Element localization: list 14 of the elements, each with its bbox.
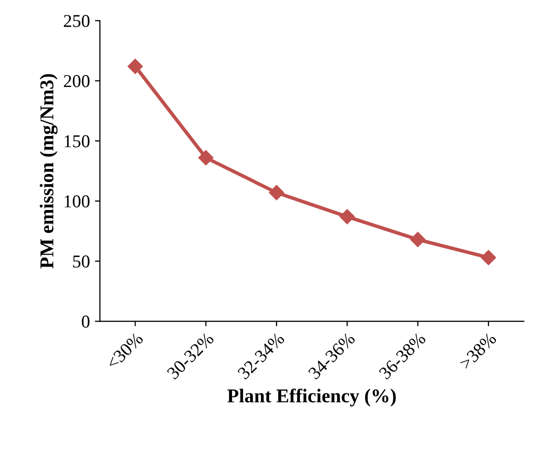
point (128, 58, 143, 74)
y-tick-label: 200 (64, 75, 90, 88)
point (480, 250, 496, 266)
y-tick-label: 150 (64, 135, 90, 148)
y-axis-title: PM emission (mg/Nm3) (40, 74, 58, 268)
y-tick-label: 100 (64, 195, 90, 208)
point (340, 209, 355, 224)
x-axis-title: Plant Efficiency (%) (227, 388, 396, 406)
point (198, 150, 214, 166)
point (268, 185, 284, 200)
y-tick-label: 50 (73, 255, 90, 268)
point (410, 232, 426, 248)
y-tick-label: 0 (82, 316, 90, 328)
y-tick-label: 250 (64, 14, 90, 28)
